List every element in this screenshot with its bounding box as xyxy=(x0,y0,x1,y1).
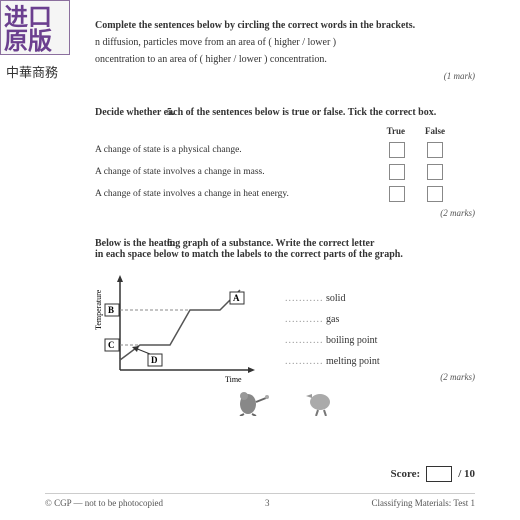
header-false: False xyxy=(425,126,445,136)
q6-number: 6. xyxy=(167,238,175,249)
label-boiling: boiling point xyxy=(326,335,377,346)
label-melting: melting point xyxy=(326,356,380,367)
svg-text:Temperature: Temperature xyxy=(95,289,103,330)
q4-line1: n diffusion, particles move from an area… xyxy=(95,37,475,48)
svg-text:B: B xyxy=(108,305,114,315)
svg-text:A: A xyxy=(233,293,240,303)
table-row: A change of state involves a change in h… xyxy=(95,186,475,202)
svg-text:Time: Time xyxy=(225,375,242,384)
q5-prompt: Decide whether each of the sentences bel… xyxy=(95,107,475,118)
svg-text:C: C xyxy=(108,340,115,350)
footer-title: Classifying Materials: Test 1 xyxy=(372,498,475,508)
question-6: 6. Below is the heating graph of a subst… xyxy=(95,238,475,416)
checkbox-false[interactable] xyxy=(427,164,443,180)
row-label: A change of state is a physical change. xyxy=(95,145,389,155)
worksheet-page: Complete the sentences below by circling… xyxy=(0,0,520,520)
badge-shop: 中華商務 xyxy=(6,62,58,81)
row-label: A change of state involves a change in m… xyxy=(95,167,389,177)
question-5: 5. Decide whether each of the sentences … xyxy=(95,107,475,218)
graph-labels: ........... solid ........... gas ......… xyxy=(285,270,380,390)
badge-line2: 原版 xyxy=(4,28,52,55)
checkbox-false[interactable] xyxy=(427,186,443,202)
heating-graph: A B C D Temperature Time xyxy=(95,270,265,390)
q4-line2: oncentration to an area of ( higher / lo… xyxy=(95,54,475,65)
row-label: A change of state involves a change in h… xyxy=(95,189,389,199)
score-box: Score: / 10 xyxy=(390,466,475,482)
q4-prompt: Complete the sentences below by circling… xyxy=(95,20,475,31)
import-badge: 进口 原版 中華商務 xyxy=(0,0,70,110)
header-true: True xyxy=(387,126,405,136)
q4-marks: (1 mark) xyxy=(95,71,475,81)
table-row: A change of state is a physical change. xyxy=(95,142,475,158)
checkbox-true[interactable] xyxy=(389,186,405,202)
checkbox-true[interactable] xyxy=(389,142,405,158)
score-input[interactable] xyxy=(426,466,452,482)
cartoon-right-icon xyxy=(300,384,340,416)
score-total: / 10 xyxy=(458,468,475,480)
page-footer: © CGP — not to be photocopied 3 Classify… xyxy=(45,493,475,508)
table-row: A change of state involves a change in m… xyxy=(95,164,475,180)
footer-copyright: © CGP — not to be photocopied xyxy=(45,498,163,508)
checkbox-false[interactable] xyxy=(427,142,443,158)
question-4: Complete the sentences below by circling… xyxy=(95,20,475,81)
q6-prompt-l1: Below is the heating graph of a substanc… xyxy=(95,238,475,249)
footer-page-num: 3 xyxy=(265,498,270,508)
badge-line1: 进口 xyxy=(4,4,52,31)
score-label: Score: xyxy=(390,468,420,480)
q5-marks: (2 marks) xyxy=(95,208,475,218)
true-false-table: True False A change of state is a physic… xyxy=(95,126,475,202)
label-gas: gas xyxy=(326,314,339,325)
cartoon-left-icon xyxy=(230,384,270,416)
q6-prompt-l2: in each space below to match the labels … xyxy=(95,249,475,260)
q5-number: 5. xyxy=(167,107,175,118)
label-solid: solid xyxy=(326,293,345,304)
checkbox-true[interactable] xyxy=(389,164,405,180)
svg-text:D: D xyxy=(151,355,158,365)
